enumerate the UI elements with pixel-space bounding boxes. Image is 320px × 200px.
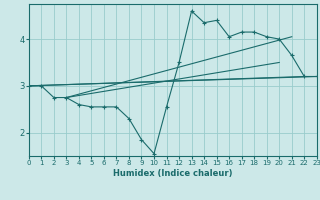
X-axis label: Humidex (Indice chaleur): Humidex (Indice chaleur) [113,169,233,178]
